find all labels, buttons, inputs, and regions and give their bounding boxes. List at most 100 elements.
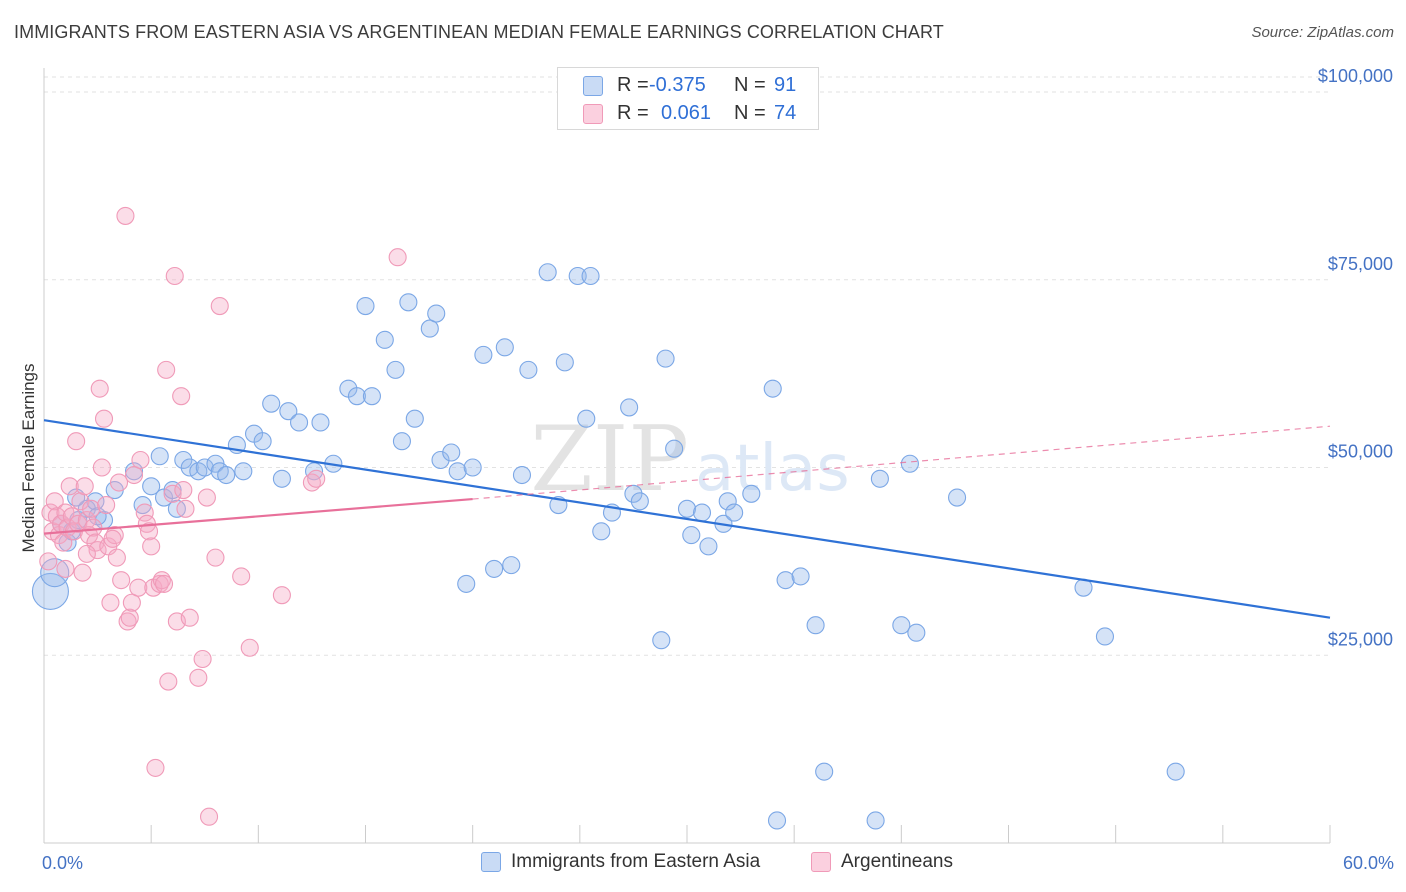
point-eastern-asia	[427, 304, 446, 323]
point-eastern-asia	[174, 450, 193, 470]
point-eastern-asia	[630, 492, 649, 511]
point-eastern-asia	[718, 492, 737, 511]
point-eastern-asia	[577, 409, 596, 428]
legend-label: Argentineans	[841, 851, 953, 872]
point-eastern-asia	[262, 394, 281, 413]
point-argentineans	[67, 432, 86, 451]
legend-swatch-blue	[481, 852, 501, 872]
point-eastern-asia	[592, 522, 611, 541]
point-eastern-asia	[677, 499, 697, 518]
point-eastern-asia	[457, 574, 476, 593]
point-eastern-asia	[150, 447, 169, 466]
point-eastern-asia	[290, 413, 309, 432]
point-eastern-asia	[656, 349, 675, 368]
axis-layer	[43, 68, 1331, 844]
y-tick-labels: $25,000 $50,000 $75,000 $100,000	[1318, 66, 1393, 649]
watermark-zip: ZIP	[530, 407, 689, 512]
point-eastern-asia	[279, 402, 298, 421]
point-eastern-asia	[485, 559, 504, 578]
legend-item-eastern-asia[interactable]: Immigrants from Eastern Asia	[481, 851, 760, 873]
point-eastern-asia	[665, 439, 684, 458]
point-argentineans	[73, 563, 92, 582]
point-argentineans	[272, 586, 291, 605]
trendline-eastern-asia	[43, 419, 1331, 619]
point-eastern-asia	[431, 450, 450, 470]
point-eastern-asia	[538, 263, 557, 282]
point-eastern-asia	[581, 266, 600, 286]
point-eastern-asia	[512, 465, 532, 485]
point-eastern-asia	[463, 458, 482, 477]
point-argentineans	[71, 492, 90, 511]
point-argentineans	[163, 484, 182, 503]
point-argentineans	[176, 499, 195, 518]
point-eastern-asia	[776, 571, 795, 590]
point-argentineans	[103, 529, 122, 548]
y-tick-label: $25,000	[1328, 629, 1393, 649]
point-eastern-asia	[555, 353, 574, 372]
point-eastern-asia	[420, 319, 439, 338]
point-eastern-asia	[815, 762, 834, 781]
x-tick-label-min: 0.0%	[42, 853, 84, 873]
point-argentineans	[92, 458, 111, 477]
y-axis-label: Median Female Earnings	[19, 364, 38, 553]
point-argentineans	[180, 608, 199, 627]
r-value: 0.061	[661, 102, 712, 124]
point-eastern-asia	[40, 558, 70, 588]
point-argentineans	[101, 593, 120, 612]
point-eastern-asia	[866, 811, 885, 830]
trend-layer	[43, 419, 1331, 619]
legend-swatch-pink	[583, 104, 603, 124]
legend-item-argentineans[interactable]: Argentineans	[811, 851, 953, 873]
point-eastern-asia	[502, 556, 521, 575]
point-eastern-asia	[900, 454, 919, 473]
point-argentineans	[146, 758, 165, 777]
r-label: R =	[617, 102, 649, 124]
point-eastern-asia	[362, 387, 381, 406]
point-eastern-asia	[133, 496, 152, 515]
x-tick-label-max: 60.0%	[1342, 853, 1394, 873]
point-eastern-asia	[474, 345, 493, 364]
point-eastern-asia	[699, 537, 718, 556]
correlation-legend: R = -0.375 N = 91 R = 0.061 N = 74	[557, 67, 819, 130]
point-argentineans	[197, 488, 216, 507]
point-eastern-asia	[392, 432, 411, 451]
point-eastern-asia	[620, 398, 639, 417]
point-argentineans	[39, 552, 58, 571]
point-eastern-asia	[163, 480, 182, 500]
point-eastern-asia	[347, 387, 366, 406]
point-argentineans	[142, 537, 161, 556]
point-eastern-asia	[1166, 762, 1185, 781]
point-argentineans	[90, 379, 109, 398]
n-label: N =	[734, 74, 766, 96]
correlation-row-eastern-asia: R = -0.375 N = 91	[558, 72, 818, 100]
point-argentineans	[172, 387, 191, 406]
point-eastern-asia	[31, 572, 69, 610]
point-eastern-asia	[907, 623, 926, 642]
point-eastern-asia	[806, 616, 825, 635]
point-eastern-asia	[870, 469, 889, 488]
point-argentineans	[84, 518, 103, 537]
point-eastern-asia	[652, 631, 671, 650]
point-argentineans	[388, 248, 407, 267]
n-value: 91	[774, 74, 797, 96]
point-argentineans	[131, 450, 150, 470]
point-eastern-asia	[948, 488, 967, 507]
point-argentineans	[129, 578, 148, 597]
point-argentineans	[199, 807, 219, 826]
points-layer	[31, 206, 1185, 830]
point-argentineans	[88, 541, 107, 560]
point-argentineans	[124, 465, 144, 485]
series-legend: Immigrants from Eastern Asia Argentinean…	[0, 851, 1406, 879]
point-eastern-asia	[253, 432, 272, 451]
point-argentineans	[159, 672, 178, 691]
legend-swatch-blue	[583, 76, 603, 96]
point-argentineans	[60, 477, 79, 496]
point-eastern-asia	[448, 462, 467, 481]
point-argentineans	[189, 668, 208, 687]
point-argentineans	[77, 511, 96, 530]
point-argentineans	[82, 499, 101, 518]
point-eastern-asia	[311, 413, 330, 432]
point-eastern-asia	[399, 293, 418, 312]
chart-title: IMMIGRANTS FROM EASTERN ASIA VS ARGENTIN…	[14, 22, 944, 42]
